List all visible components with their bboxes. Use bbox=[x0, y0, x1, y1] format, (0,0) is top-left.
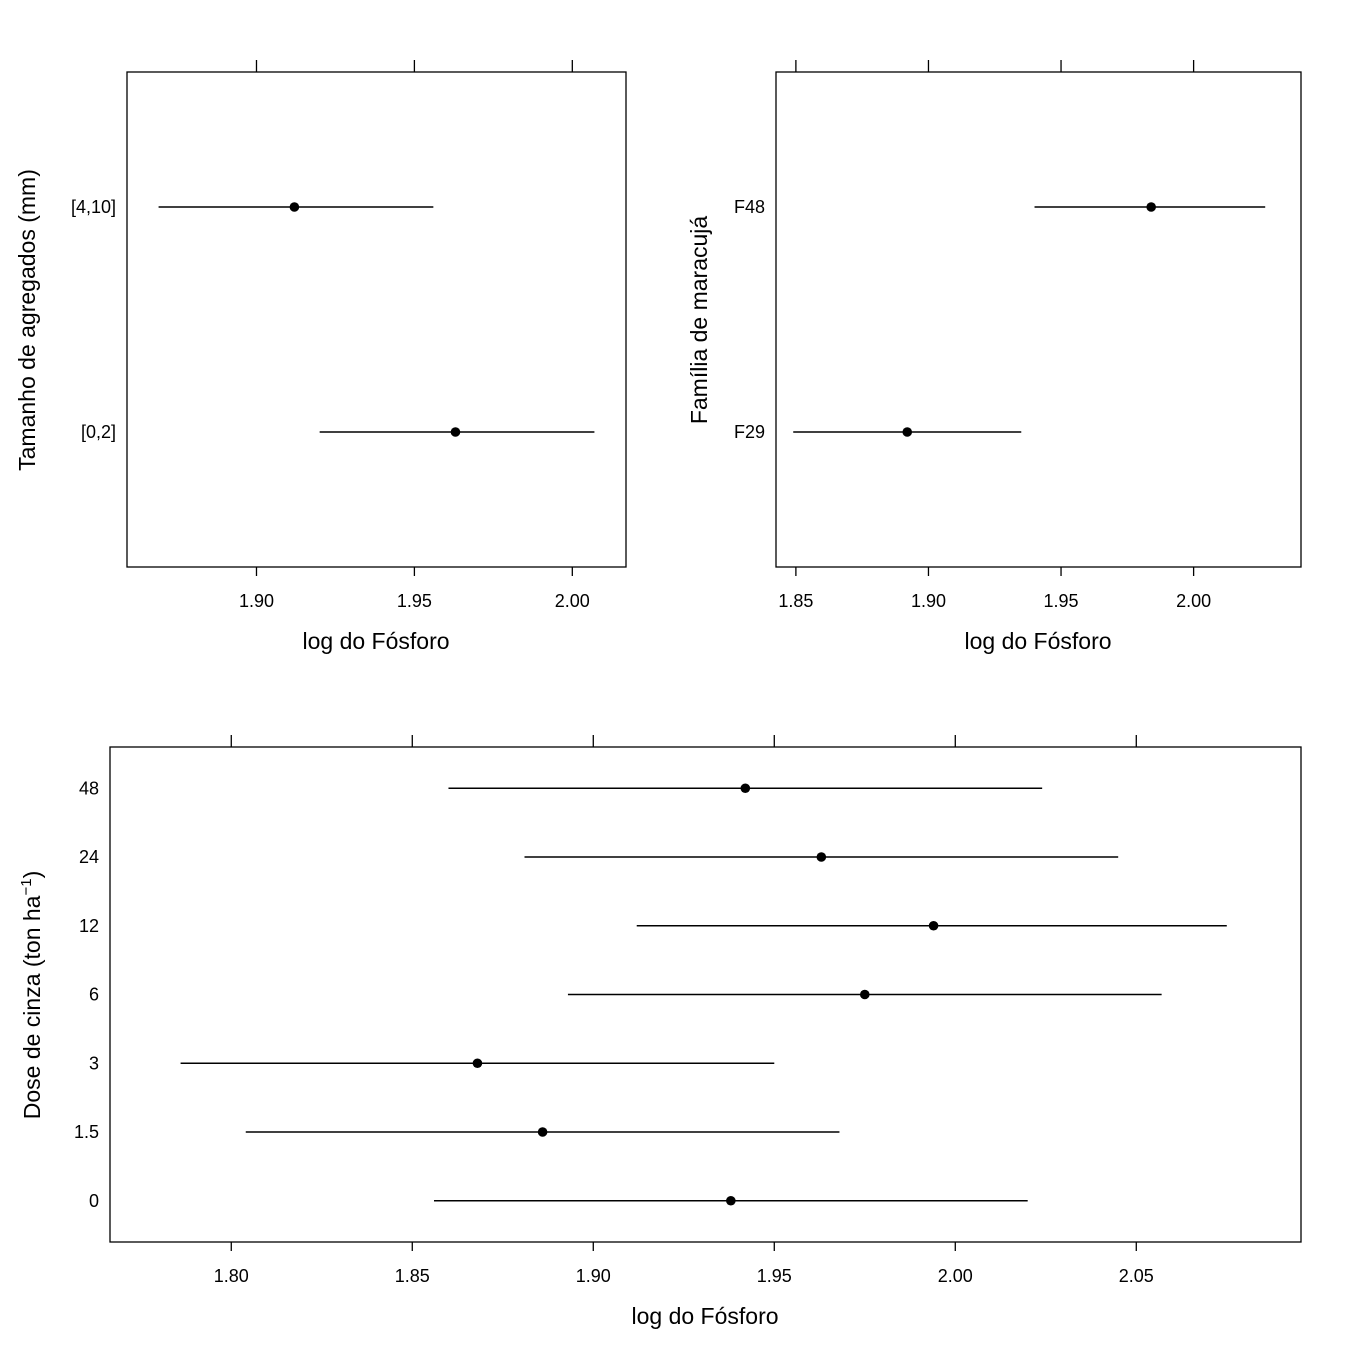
y-tick-label: F48 bbox=[734, 197, 765, 217]
panel-aggregate-size: 1.90 1.95 2.00 [0,2] [4,10] log do Fósforo T… bbox=[14, 60, 627, 654]
point-estimate bbox=[816, 852, 827, 862]
interval-marks bbox=[180, 783, 1227, 1206]
point-estimate bbox=[450, 427, 461, 437]
y-axis-title: Tamanho de agregados (mm) bbox=[14, 169, 40, 471]
y-tick-label: 12 bbox=[79, 916, 99, 936]
point-estimate bbox=[740, 783, 751, 794]
x-ticks: 1.90 1.95 2.00 [0,2] [4,10] bbox=[71, 60, 590, 611]
y-axis-title: Família de maracujá bbox=[686, 216, 712, 425]
point-estimate bbox=[928, 920, 939, 931]
point-estimate bbox=[726, 1195, 736, 1206]
x-ticks: 1.85 1.90 1.95 2.00 F29 F48 bbox=[734, 60, 1211, 611]
y-axis-title-main: Dose de cinza (ton ha bbox=[19, 895, 45, 1119]
plot-frame bbox=[775, 71, 1302, 568]
point-estimate bbox=[859, 989, 870, 1000]
plot-frame bbox=[126, 71, 627, 568]
point-estimate bbox=[289, 202, 300, 212]
y-tick-label: [4,10] bbox=[71, 197, 116, 217]
y-tick-label: F29 bbox=[734, 422, 765, 442]
point-estimate bbox=[902, 427, 913, 437]
x-tick-label: 1.95 bbox=[397, 591, 432, 611]
interval-marks bbox=[793, 202, 1266, 437]
x-axis-title: log do Fósforo bbox=[631, 1303, 778, 1329]
x-ticks: 1.80 1.85 1.90 1.95 2.00 2.05 0 1.5 3 6 12 24 48 bbox=[74, 735, 1154, 1286]
x-tick-label: 1.85 bbox=[395, 1266, 430, 1286]
x-tick-label: 2.00 bbox=[1176, 591, 1211, 611]
x-tick-label: 1.85 bbox=[778, 591, 813, 611]
panel-dose: 1.80 1.85 1.90 1.95 2.00 2.05 0 1.5 3 6 12 24 48 log… bbox=[18, 735, 1302, 1329]
y-tick-label: 48 bbox=[79, 778, 99, 798]
x-tick-label: 1.80 bbox=[214, 1266, 249, 1286]
y-tick-label: 6 bbox=[89, 985, 99, 1005]
y-axis-title-superscript: −1 bbox=[18, 878, 35, 895]
y-axis-title: Dose de cinza (ton ha−1) bbox=[18, 871, 45, 1120]
y-tick-label: 24 bbox=[79, 847, 99, 867]
x-axis-title: log do Fósforo bbox=[302, 628, 449, 654]
x-tick-label: 2.05 bbox=[1119, 1266, 1154, 1286]
y-tick-label: 0 bbox=[89, 1191, 99, 1211]
point-estimate bbox=[537, 1127, 548, 1137]
y-axis-title-end: ) bbox=[19, 871, 45, 879]
y-tick-label: 3 bbox=[89, 1053, 99, 1073]
point-estimate bbox=[1146, 202, 1156, 212]
x-tick-label: 1.95 bbox=[757, 1266, 792, 1286]
x-axis-title: log do Fósforo bbox=[964, 628, 1111, 654]
x-tick-label: 1.90 bbox=[576, 1266, 611, 1286]
point-estimate bbox=[472, 1058, 483, 1069]
x-tick-label: 1.90 bbox=[239, 591, 274, 611]
interval-marks bbox=[158, 202, 595, 437]
x-tick-label: 1.90 bbox=[911, 591, 946, 611]
x-tick-label: 2.00 bbox=[555, 591, 590, 611]
x-tick-label: 1.95 bbox=[1044, 591, 1079, 611]
y-tick-label: [0,2] bbox=[81, 422, 116, 442]
x-tick-label: 2.00 bbox=[938, 1266, 973, 1286]
panel-family: 1.85 1.90 1.95 2.00 F29 F48 log do Fósforo Fa… bbox=[686, 60, 1302, 654]
plot-frame bbox=[109, 746, 1302, 1243]
y-tick-label: 1.5 bbox=[74, 1122, 99, 1142]
